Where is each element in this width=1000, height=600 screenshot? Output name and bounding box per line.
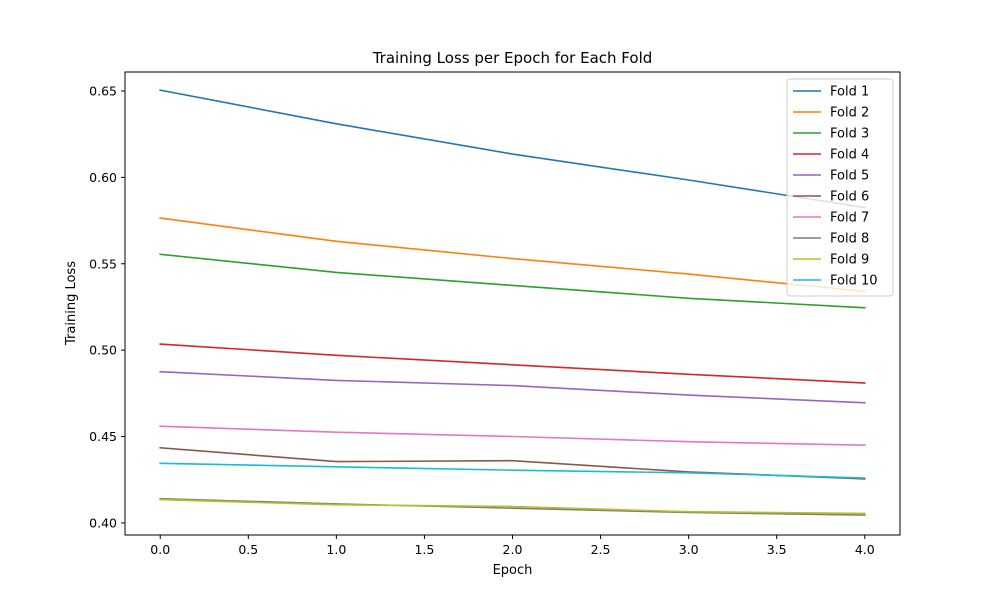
y-tick-label: 0.55 <box>89 256 117 271</box>
legend-label: Fold 9 <box>830 253 869 268</box>
y-tick-label: 0.50 <box>89 343 117 358</box>
x-axis-label: Epoch <box>493 563 533 578</box>
legend-label: Fold 3 <box>830 127 869 142</box>
x-axis-ticks: 0.0 0.5 1.0 1.5 2.0 2.5 3.0 3.5 4.0 <box>150 535 875 557</box>
plot-area: 0.0 0.5 1.0 1.5 2.0 2.5 3.0 3.5 4.0 0.40 0.45 0.50… <box>89 71 901 557</box>
series-line-fold-3 <box>159 253 866 309</box>
x-tick-label: 1.5 <box>414 542 434 557</box>
legend-label: Fold 8 <box>830 232 869 247</box>
series-line-fold-10 <box>159 462 866 479</box>
x-tick-label: 0.0 <box>150 542 170 557</box>
series-line-fold-5 <box>159 370 866 404</box>
x-tick-label: 3.0 <box>679 542 699 557</box>
legend-label: Fold 6 <box>830 190 869 205</box>
series-lines <box>159 89 866 516</box>
series-line-fold-7 <box>159 425 866 447</box>
legend-label: Fold 5 <box>830 169 869 184</box>
x-tick-label: 2.5 <box>591 542 611 557</box>
y-axis-label: Training Loss <box>64 261 79 346</box>
x-tick-label: 0.5 <box>238 542 258 557</box>
legend-label: Fold 4 <box>830 148 869 163</box>
x-tick-label: 2.0 <box>503 542 523 557</box>
series-line-fold-2 <box>159 217 866 293</box>
legend-label: Fold 2 <box>830 106 869 121</box>
y-tick-label: 0.45 <box>89 429 117 444</box>
legend-label: Fold 1 <box>830 85 869 100</box>
legend-label: Fold 7 <box>830 211 869 226</box>
series-line-fold-9 <box>159 498 866 515</box>
series-line-fold-8 <box>159 497 866 516</box>
series-line-fold-1 <box>159 89 866 209</box>
x-tick-label: 3.5 <box>767 542 787 557</box>
y-tick-label: 0.60 <box>89 170 117 185</box>
y-tick-label: 0.40 <box>89 515 117 530</box>
legend: Fold 1 Fold 2 Fold 3 Fold 4 Fold 5 Fold 6 Fold… <box>786 78 894 297</box>
legend-label: Fold 10 <box>830 274 878 289</box>
axes-frame <box>124 71 901 536</box>
x-tick-label: 1.0 <box>326 542 346 557</box>
x-tick-label: 4.0 <box>855 542 875 557</box>
chart-title: Training Loss per Epoch for Each Fold <box>372 49 653 67</box>
series-line-fold-4 <box>159 343 866 384</box>
y-axis-ticks: 0.40 0.45 0.50 0.55 0.60 0.65 <box>89 84 125 530</box>
y-tick-label: 0.65 <box>89 84 117 99</box>
